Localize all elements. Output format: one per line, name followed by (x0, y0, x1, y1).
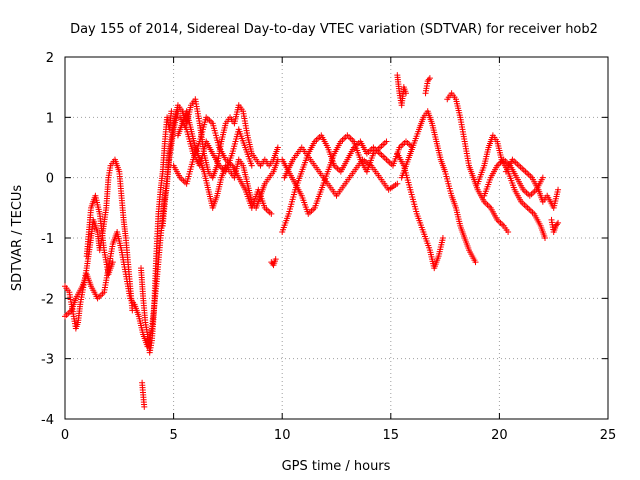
y-tick-label: -3 (41, 353, 54, 368)
data-point (272, 256, 279, 263)
grid-lines (65, 57, 608, 419)
y-tick-label: 1 (46, 111, 54, 126)
data-point (439, 235, 446, 241)
data-point (268, 210, 275, 217)
axis-ticks: 0 5 10 15 20 25 -4 -3 -2 -1 0 1 2 (41, 51, 616, 443)
data-point (274, 144, 281, 151)
data-point (542, 235, 549, 241)
x-tick-label: 25 (600, 428, 617, 443)
data-point (425, 76, 432, 83)
x-tick-label: 10 (274, 428, 291, 443)
data-point (141, 403, 148, 410)
x-tick-label: 0 (61, 428, 69, 443)
data-point (403, 90, 410, 97)
y-tick-label: -1 (41, 232, 54, 247)
data-point (109, 259, 116, 266)
x-tick-label: 15 (383, 428, 400, 443)
x-tick-label: 5 (169, 428, 177, 443)
plot-frame (64, 56, 609, 420)
y-tick-label: -2 (41, 292, 54, 307)
data-point (539, 174, 546, 181)
data-point (555, 186, 562, 193)
y-tick-label: 2 (46, 51, 54, 66)
data-points (62, 72, 562, 410)
data-point (555, 219, 562, 226)
data-point (168, 108, 175, 115)
x-axis-label: GPS time / hours (282, 459, 391, 474)
data-point (472, 259, 479, 266)
data-point (248, 162, 255, 169)
x-tick-label: 20 (491, 428, 508, 443)
y-axis-label: SDTVAR / TECUs (10, 185, 25, 292)
chart-title: Day 155 of 2014, Sidereal Day-to-day VTE… (70, 22, 598, 37)
data-point (505, 228, 512, 235)
y-tick-label: 0 (46, 172, 54, 187)
data-point (383, 138, 390, 145)
data-point (394, 180, 401, 187)
y-tick-label: -4 (41, 413, 54, 428)
data-point (426, 75, 433, 82)
